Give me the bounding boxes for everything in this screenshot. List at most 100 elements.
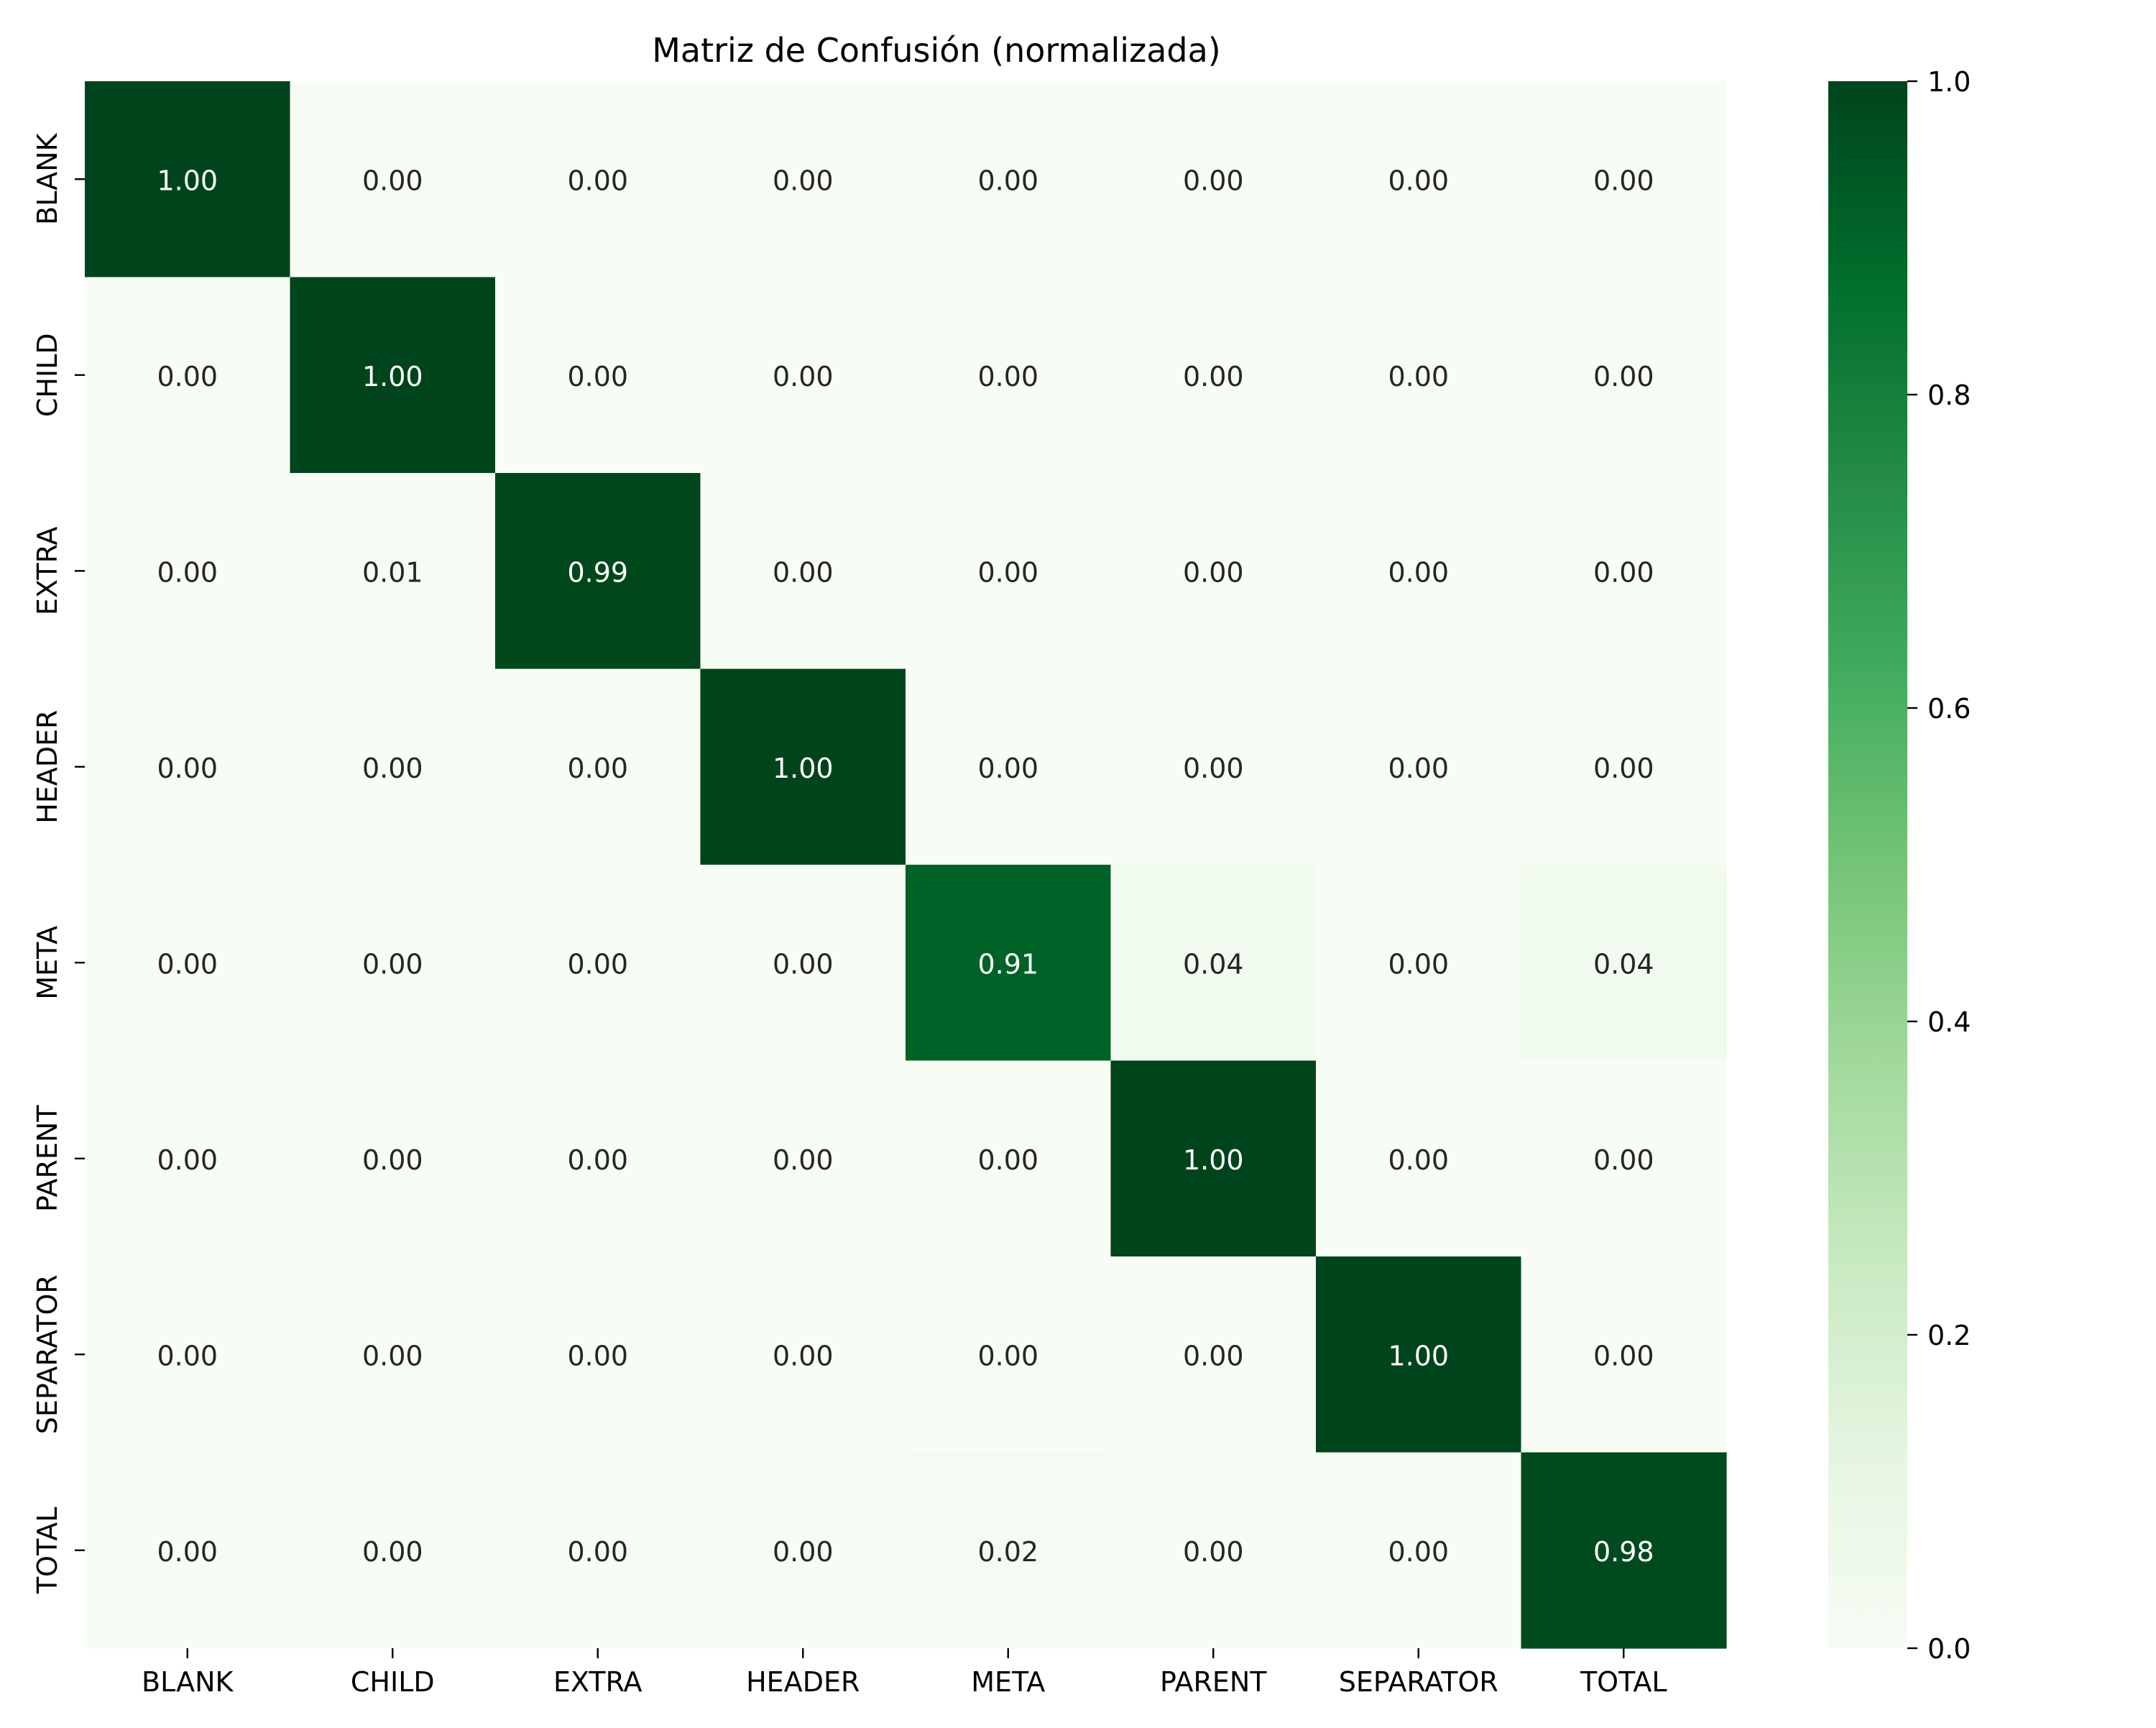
heatmap-cell [1110,277,1317,474]
heatmap-cell [495,865,701,1062]
heatmap-cell [85,668,291,865]
cell-value-label: 0.00 [1183,1536,1244,1568]
heatmap-cell [1316,1452,1522,1649]
heatmap-cell [1110,1256,1317,1453]
cell-value-label: 1.00 [1388,1340,1449,1371]
heatmap-cell [290,668,496,865]
x-tick-label: EXTRA [553,1666,642,1698]
heatmap-cell [495,81,701,278]
cell-value-label: 0.00 [977,753,1038,784]
cell-value-label: 0.00 [362,1536,423,1568]
y-tick-label: BLANK [32,132,63,225]
y-tick-label: CHILD [32,333,63,417]
colorbar-tick-label: 0.4 [1927,1006,1971,1038]
heatmap-cell [1521,81,1727,278]
heatmap-cell [495,1452,701,1649]
cell-value-label: 0.00 [1388,948,1449,980]
heatmap-cell [290,865,496,1062]
cell-value-label: 0.00 [977,1144,1038,1176]
cell-value-label: 0.00 [977,165,1038,196]
cell-value-label: 0.00 [1593,753,1654,784]
heatmap-cell [700,81,906,278]
heatmap-cell [906,1060,1112,1257]
colorbar-tick-label: 1.0 [1927,66,1971,98]
cell-value-label: 0.00 [1388,165,1449,196]
cell-value-label: 0.02 [977,1536,1038,1568]
heatmap-cell [1110,473,1317,670]
cell-value-label: 0.00 [157,556,218,588]
cell-value-label: 1.00 [157,165,218,196]
heatmap-cell [906,865,1112,1062]
heatmap-cells [85,81,1727,1649]
cell-value-label: 0.00 [157,361,218,392]
cell-value-label: 0.00 [157,948,218,980]
heatmap-cell [290,277,496,474]
cell-value-label: 0.00 [1593,556,1654,588]
cell-value-label: 0.04 [1593,948,1654,980]
x-tick-label: META [971,1666,1045,1698]
cell-value-label: 0.00 [1593,1144,1654,1176]
heatmap-cell [1110,668,1317,865]
cell-value-label: 0.00 [1388,753,1449,784]
heatmap-cell [290,1256,496,1453]
x-tick-label: CHILD [351,1666,435,1698]
cell-value-label: 0.00 [567,948,628,980]
colorbar-tick-label: 0.2 [1927,1320,1971,1351]
cell-value-label: 0.00 [1183,165,1244,196]
cell-value-label: 0.00 [977,556,1038,588]
cell-value-label: 0.91 [977,948,1038,980]
y-tick-label: EXTRA [32,527,63,615]
colorbar-tick-label: 0.0 [1927,1633,1971,1665]
heatmap-cell [495,277,701,474]
cell-value-label: 0.00 [977,1340,1038,1371]
heatmap-cell [1316,1256,1522,1453]
y-tick-label: SEPARATOR [32,1274,63,1434]
y-axis: BLANK CHILD EXTRA HEADER META PARENT SEPARATOR… [32,132,85,1594]
heatmap-cell [85,1452,291,1649]
cell-value-label: 0.00 [773,165,834,196]
cell-value-label: 0.00 [567,1536,628,1568]
cell-value-label: 0.00 [1593,165,1654,196]
cell-value-label: 0.00 [157,1536,218,1568]
cell-value-label: 0.00 [1183,556,1244,588]
cell-value-label: 0.00 [362,1144,423,1176]
x-tick-label: HEADER [746,1666,860,1698]
heatmap-cell [495,1060,701,1257]
cell-value-label: 0.00 [362,753,423,784]
x-tick-label: SEPARATOR [1339,1666,1498,1698]
heatmap-cell [85,277,291,474]
heatmap-cell [1316,668,1522,865]
cell-value-label: 0.00 [1388,1536,1449,1568]
heatmap-cell [906,473,1112,670]
heatmap-cell [1110,1060,1317,1257]
heatmap-cell [495,1256,701,1453]
cell-value-label: 0.98 [1593,1536,1654,1568]
cell-value-label: 0.04 [1183,948,1244,980]
heatmap-cell [700,1256,906,1453]
heatmap-cell [290,1060,496,1257]
cell-value-label: 0.00 [1388,361,1449,392]
heatmap-cell [1316,1060,1522,1257]
heatmap-cell [700,1060,906,1257]
heatmap-cell [1521,865,1727,1062]
cell-value-label: 0.00 [1593,1340,1654,1371]
heatmap-cell [906,277,1112,474]
cell-value-label: 1.00 [1183,1144,1244,1176]
heatmap-cell [700,668,906,865]
cell-value-label: 1.00 [773,753,834,784]
chart-title: Matriz de Confusión (normalizada) [652,31,1221,70]
heatmap-cell [906,668,1112,865]
cell-value-label: 0.01 [362,556,423,588]
x-tick-label: TOTAL [1580,1666,1667,1698]
cell-value-label: 0.00 [567,1340,628,1371]
heatmap-cell [1521,1060,1727,1257]
heatmap-cell [495,668,701,865]
cell-value-label: 1.00 [362,361,423,392]
heatmap-cell [1521,473,1727,670]
cell-value-label: 0.00 [773,1340,834,1371]
heatmap-cell [1316,865,1522,1062]
heatmap-cell [290,1452,496,1649]
heatmap-cell [1521,1452,1727,1649]
